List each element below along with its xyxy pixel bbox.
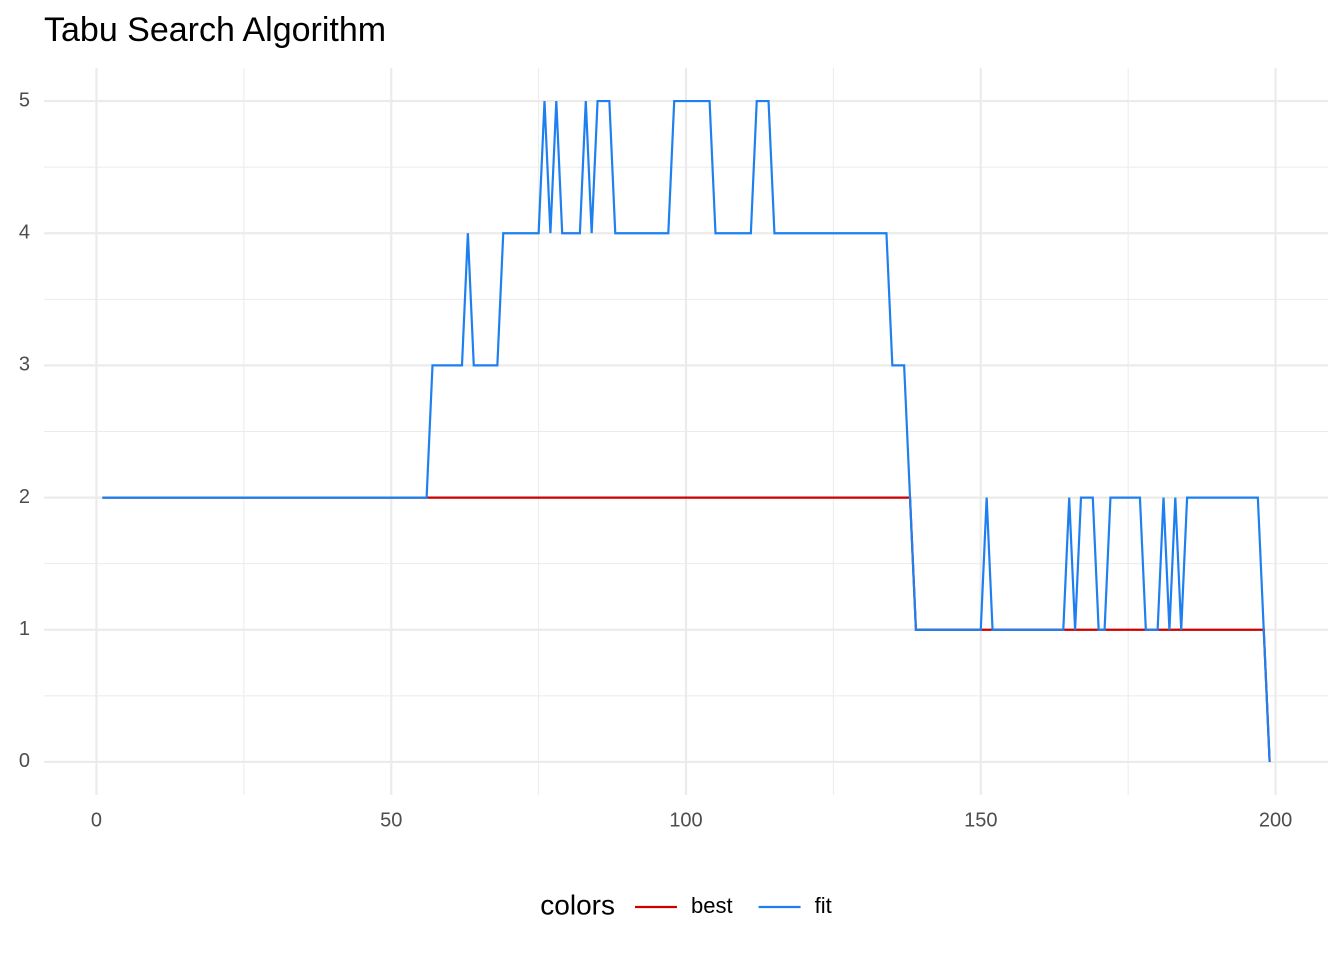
y-tick-label: 2 [19, 486, 30, 508]
x-tick-label: 100 [669, 809, 702, 831]
y-tick-label: 4 [19, 222, 30, 244]
legend-label: best [691, 893, 733, 918]
y-tick-label: 1 [19, 618, 30, 640]
x-tick-label: 150 [964, 809, 997, 831]
x-tick-label: 200 [1259, 809, 1292, 831]
legend-label: fit [815, 893, 832, 918]
x-tick-label: 50 [380, 809, 402, 831]
y-tick-label: 5 [19, 89, 30, 111]
y-tick-label: 3 [19, 354, 30, 376]
legend-title: colors [540, 889, 615, 920]
y-tick-label: 0 [19, 750, 30, 772]
series-line [102, 99, 1271, 762]
chart-title: Tabu Search Algorithm [44, 11, 386, 49]
x-tick-label: 0 [91, 809, 102, 831]
